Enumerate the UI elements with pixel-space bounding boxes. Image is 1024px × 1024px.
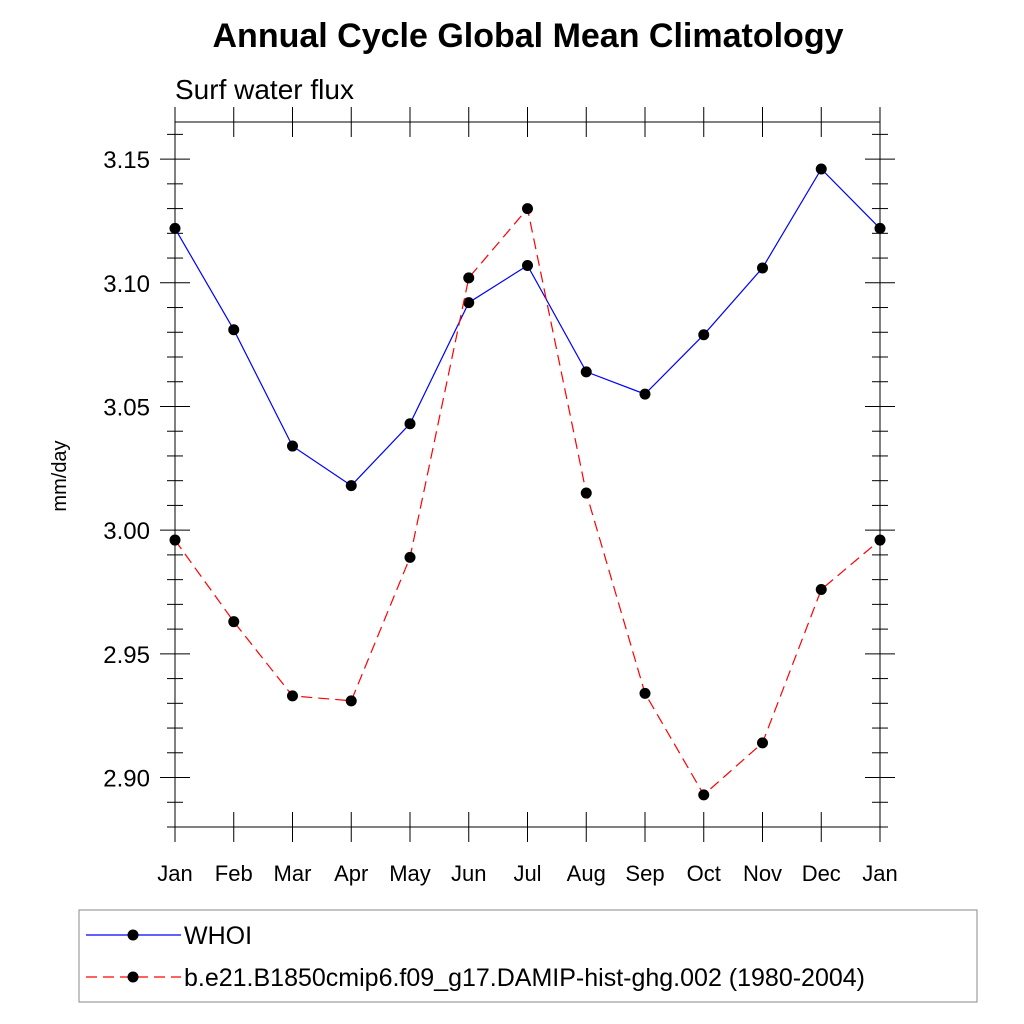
series-0-point	[874, 222, 886, 234]
axis-ticks	[160, 107, 895, 842]
series-1-point	[463, 272, 475, 284]
series-1-point	[757, 737, 768, 749]
legend-marker-whoi	[127, 929, 139, 941]
x-tick-label: Dec	[802, 861, 841, 886]
chart-subtitle: Surf water flux	[175, 74, 354, 105]
y-tick-label: 3.10	[103, 271, 150, 298]
y-tick-label: 3.05	[103, 394, 150, 421]
x-tick-label: Aug	[567, 861, 606, 886]
series-1-point	[287, 690, 298, 702]
series-1-point	[815, 584, 827, 596]
series-0-point	[169, 222, 181, 234]
x-tick-label: Mar	[274, 861, 312, 886]
legend-label-damip: b.e21.B1850cmip6.f09_g17.DAMIP-hist-ghg.…	[184, 964, 865, 992]
chart-title: Annual Cycle Global Mean Climatology	[213, 17, 844, 55]
series-0-point	[463, 297, 475, 309]
y-tick-label: 2.95	[103, 642, 150, 669]
x-tick-label: Jun	[451, 861, 486, 886]
x-tick-labels: Jan Feb Mar Apr May Jun Jul Aug Sep Oct Nov Dec Jan	[157, 861, 897, 886]
series-0-point	[580, 366, 592, 378]
x-tick-label: Sep	[625, 861, 664, 886]
series-1-point	[874, 534, 886, 546]
legend-label-whoi: WHOI	[184, 922, 252, 950]
x-tick-label: Jan	[862, 861, 897, 886]
legend-marker-damip	[127, 971, 139, 983]
y-tick-labels: 2.90 2.95 3.00 3.05 3.10 3.15	[103, 147, 150, 792]
series-1-point	[404, 551, 416, 563]
y-axis-label: mm/day	[49, 440, 71, 511]
series-0-point	[639, 388, 651, 400]
series-0-point	[228, 324, 240, 336]
x-tick-label: Jan	[157, 861, 192, 886]
series-0-point	[287, 440, 298, 452]
series-0-point	[522, 259, 533, 271]
plot-frame	[174, 121, 881, 828]
series-0-point	[815, 163, 827, 175]
legend-box	[78, 909, 978, 1003]
x-tick-label: Feb	[215, 861, 253, 886]
series-0-point	[757, 262, 768, 274]
x-tick-label: Nov	[743, 861, 782, 886]
series-1-point	[345, 695, 357, 707]
series-line-0	[174, 168, 881, 487]
series-1-point	[580, 487, 592, 499]
x-tick-label: May	[389, 861, 431, 886]
legend: WHOI b.e21.B1850cmip6.f09_g17.DAMIP-hist…	[78, 909, 978, 1003]
series-layer	[169, 163, 886, 801]
series-1-point	[698, 789, 710, 801]
series-line-1	[174, 207, 881, 796]
series-1-point	[522, 203, 533, 215]
x-tick-label: Oct	[687, 861, 721, 886]
series-0-point	[404, 418, 416, 430]
series-0-point	[345, 480, 357, 492]
y-tick-label: 3.15	[103, 147, 150, 174]
series-1-point	[169, 534, 181, 546]
series-0-point	[698, 329, 710, 341]
series-1-point	[639, 687, 651, 699]
y-tick-label: 2.90	[103, 766, 150, 793]
x-tick-label: Jul	[513, 861, 541, 886]
y-tick-label: 3.00	[103, 518, 150, 545]
x-tick-label: Apr	[334, 861, 368, 886]
series-1-point	[228, 616, 240, 628]
